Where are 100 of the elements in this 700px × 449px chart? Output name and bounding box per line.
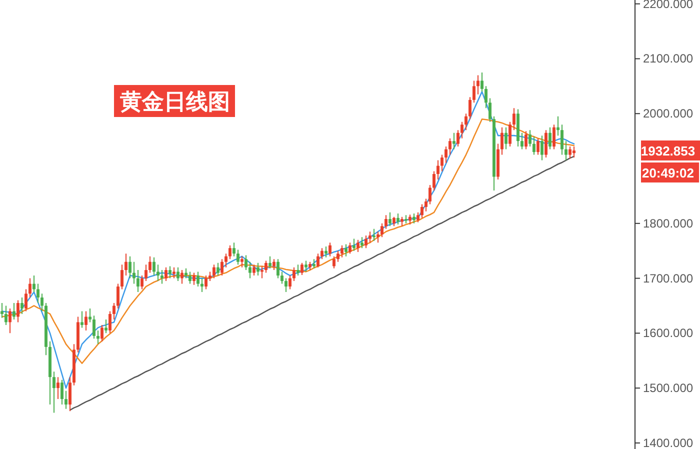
- candlestick: [240, 256, 244, 268]
- candlestick: [116, 283, 120, 309]
- candlestick: [484, 86, 488, 109]
- candlestick: [128, 256, 132, 279]
- candlestick: [272, 258, 276, 271]
- candlestick: [152, 256, 156, 276]
- candlestick: [296, 264, 300, 276]
- candlestick: [140, 275, 144, 290]
- candlestick: [168, 266, 172, 279]
- candlestick: [232, 242, 236, 257]
- candlestick: [80, 310, 84, 328]
- candlestick: [396, 213, 400, 225]
- title: 黄金日线图: [114, 85, 235, 117]
- candlestick: [176, 266, 180, 282]
- candlestick: [420, 204, 424, 218]
- candlestick: [260, 266, 264, 279]
- candlestick: [548, 126, 552, 150]
- y-tick-label: 1800.000: [643, 216, 694, 230]
- candlestick: [276, 258, 280, 279]
- candlestick: [536, 138, 540, 156]
- candlestick: [264, 260, 268, 274]
- candlestick: [20, 297, 24, 314]
- candlestick: [376, 231, 380, 244]
- y-tick-label: 2100.000: [643, 52, 694, 66]
- candlestick: [104, 318, 108, 334]
- candlestick: [340, 244, 344, 258]
- candlestick: [4, 305, 8, 326]
- candlestick: [552, 124, 556, 150]
- candlestick: [488, 98, 492, 122]
- candlestick: [252, 264, 256, 276]
- candlestick: [480, 72, 484, 92]
- candlestick: [380, 222, 384, 238]
- candlestick: [372, 228, 376, 242]
- candlestick: [512, 108, 516, 131]
- candlestick: [304, 260, 308, 272]
- candlestick: [368, 231, 372, 244]
- candlestick: [352, 238, 356, 252]
- candlestick: [8, 308, 12, 334]
- candlestick: [28, 278, 32, 298]
- candlestick: [40, 293, 44, 312]
- candlestick: [160, 270, 164, 284]
- candlestick: [136, 270, 140, 293]
- candlestick: [344, 244, 348, 257]
- candlestick: [200, 278, 204, 293]
- candlestick: [204, 275, 208, 290]
- candlestick: [120, 264, 124, 290]
- y-tick-label: 1700.000: [643, 271, 694, 286]
- candlestick: [508, 121, 512, 148]
- candlestick: [320, 248, 324, 260]
- candlestick: [556, 116, 560, 136]
- candlestick: [36, 283, 40, 304]
- y-tick-label: 1500.000: [643, 381, 694, 396]
- candlestick: [436, 160, 440, 180]
- candlestick: [164, 266, 168, 282]
- candlestick: [424, 198, 428, 212]
- candlestick: [464, 113, 468, 131]
- candlestick: [408, 214, 412, 225]
- candlestick: [384, 214, 388, 230]
- candlestick: [248, 261, 252, 279]
- candlestick: [400, 216, 404, 227]
- candlestick: [212, 264, 216, 279]
- candlestick: [312, 258, 316, 269]
- candlestick: [68, 376, 72, 412]
- y-tick-label: 2000.000: [643, 106, 694, 121]
- candlestick: [544, 130, 548, 158]
- y-tick-label: 1400.000: [643, 436, 694, 449]
- candlestick: [432, 170, 436, 191]
- candlestick: [108, 310, 112, 334]
- candlestick: [504, 126, 508, 150]
- candlestick: [476, 74, 480, 95]
- candlestick: [528, 130, 532, 148]
- candlestick: [52, 371, 56, 414]
- candlestick: [96, 330, 100, 345]
- candlestick: [60, 379, 64, 406]
- candlestick: [124, 253, 128, 276]
- candlestick: [88, 308, 92, 323]
- candlestick: [100, 324, 104, 342]
- candlestick: [356, 239, 360, 252]
- candlestick: [564, 140, 568, 161]
- candlestick: [572, 146, 576, 158]
- candlestick: [332, 256, 336, 269]
- candlestick: [412, 213, 416, 224]
- candlestick: [560, 124, 564, 156]
- annotation: 1932.853: [640, 140, 700, 160]
- candlestick: [472, 80, 476, 104]
- candlestick: [268, 256, 272, 269]
- candlestick: [392, 216, 396, 227]
- candlestick: [448, 138, 452, 156]
- candlestick: [524, 130, 528, 150]
- candlestick: [64, 390, 68, 410]
- candlestick: [144, 264, 148, 282]
- line-series: [69, 156, 575, 411]
- candlestick: [92, 315, 96, 340]
- candlestick: [336, 250, 340, 262]
- candlestick: [452, 132, 456, 150]
- candlestick: [460, 121, 464, 139]
- candlestick: [32, 275, 36, 293]
- candlestick: [188, 271, 192, 284]
- candlestick: [300, 262, 304, 276]
- candlestick: [440, 154, 444, 172]
